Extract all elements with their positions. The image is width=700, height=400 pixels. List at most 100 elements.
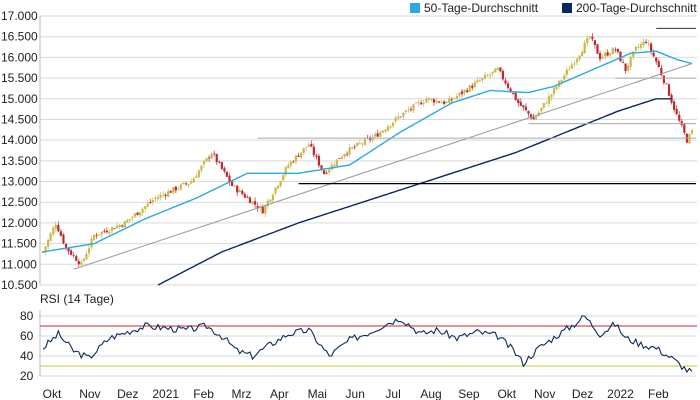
candle-body <box>41 251 45 253</box>
candle-body <box>535 116 538 120</box>
price-y-tick-label: 14.000 <box>1 133 38 147</box>
candle-body <box>514 92 517 101</box>
candle-body <box>463 89 466 93</box>
candle-body <box>338 158 341 159</box>
candle-body <box>80 261 83 265</box>
price-y-tick-label: 16.500 <box>1 30 38 44</box>
price-y-tick-label: 15.000 <box>1 92 38 106</box>
candle-body <box>430 98 433 100</box>
candle-body <box>182 182 185 185</box>
candle-body <box>62 234 65 244</box>
candle-body <box>570 64 574 69</box>
candle-body <box>310 143 313 147</box>
price-y-tick-label: 12.500 <box>1 195 38 209</box>
candle-body <box>305 147 308 149</box>
candle-body <box>432 99 436 103</box>
candle-body <box>52 227 55 235</box>
price-candles <box>41 33 694 267</box>
candle-body <box>82 258 85 261</box>
rsi-y-axis-labels: 80 60 40 20 <box>20 309 34 383</box>
candle-body <box>128 218 131 221</box>
candle-body <box>575 58 579 63</box>
candle-body <box>601 56 604 59</box>
candle-body <box>578 55 581 60</box>
candle-body <box>609 53 612 56</box>
candle-body <box>146 203 149 207</box>
candle-body <box>70 250 73 255</box>
legend-swatch-ma200 <box>562 3 572 13</box>
candle-body <box>481 77 484 81</box>
ma200-line <box>157 98 672 286</box>
candle-body <box>315 155 318 157</box>
candle-body <box>297 155 300 157</box>
candle-body <box>455 95 459 99</box>
candle-body <box>690 130 694 134</box>
candle-body <box>299 152 303 158</box>
price-panel: 17.000 16.500 16.000 15.500 15.000 14.500 14.0… <box>1 9 697 292</box>
candle-body <box>215 154 218 163</box>
candle-body <box>627 65 630 71</box>
candle-body <box>54 224 57 229</box>
candle-body <box>110 227 114 231</box>
candle-body <box>397 116 400 119</box>
legend-label-ma200: 200-Tage-Durchschnitt <box>576 1 697 15</box>
ma50-line <box>42 50 693 253</box>
candle-body <box>184 183 188 185</box>
rsi-panel-title: RSI (14 Tage) <box>40 292 114 306</box>
candle-body <box>343 153 346 157</box>
candle-body <box>345 153 349 155</box>
candle-body <box>593 40 597 46</box>
rsi-y-tick-label: 20 <box>20 369 34 383</box>
candle-body <box>93 235 96 240</box>
x-tick-label: Feb <box>648 387 669 400</box>
x-tick-label: Jun <box>346 387 365 400</box>
x-tick-label: Apr <box>270 387 289 400</box>
candle-body <box>213 153 216 155</box>
candle-body <box>552 88 556 94</box>
candle-body <box>473 82 476 88</box>
candle-body <box>141 208 144 213</box>
candle-body <box>427 97 430 100</box>
candle-body <box>282 175 285 181</box>
candle-body <box>279 180 282 187</box>
candle-body <box>483 75 487 79</box>
candle-body <box>195 176 198 178</box>
candle-body <box>115 225 119 229</box>
candle-body <box>328 169 331 173</box>
candle-body <box>248 197 252 204</box>
candle-body <box>524 106 528 111</box>
candle-body <box>87 248 91 254</box>
support-lines <box>257 27 696 185</box>
legend-label-ma50: 50-Tage-Durchschnitt <box>424 1 539 15</box>
candle-body <box>133 213 137 217</box>
candle-body <box>522 105 525 108</box>
candle-body <box>190 181 193 184</box>
candle-body <box>660 67 663 76</box>
candle-body <box>154 197 157 199</box>
candle-body <box>72 255 75 256</box>
candle-body <box>144 206 147 209</box>
candle-body <box>113 228 116 230</box>
candle-body <box>317 155 321 166</box>
candle-body <box>320 165 323 170</box>
candle-body <box>95 235 98 237</box>
candle-body <box>223 168 226 172</box>
candle-body <box>506 83 510 88</box>
candle-body <box>624 63 627 71</box>
candle-body <box>123 221 126 228</box>
candle-body <box>673 101 676 110</box>
candle-body <box>210 153 213 159</box>
price-y-tick-label: 13.000 <box>1 175 38 189</box>
candle-body <box>266 200 269 207</box>
candle-body <box>44 246 47 252</box>
candle-body <box>496 68 499 70</box>
rsi-line <box>42 315 693 374</box>
x-tick-label: Dez <box>117 387 138 400</box>
candle-body <box>568 69 571 71</box>
candle-body <box>77 261 80 265</box>
candle-body <box>167 191 170 197</box>
candle-body <box>85 254 88 260</box>
candle-body <box>509 88 512 93</box>
x-tick-label: Dez <box>572 387 593 400</box>
